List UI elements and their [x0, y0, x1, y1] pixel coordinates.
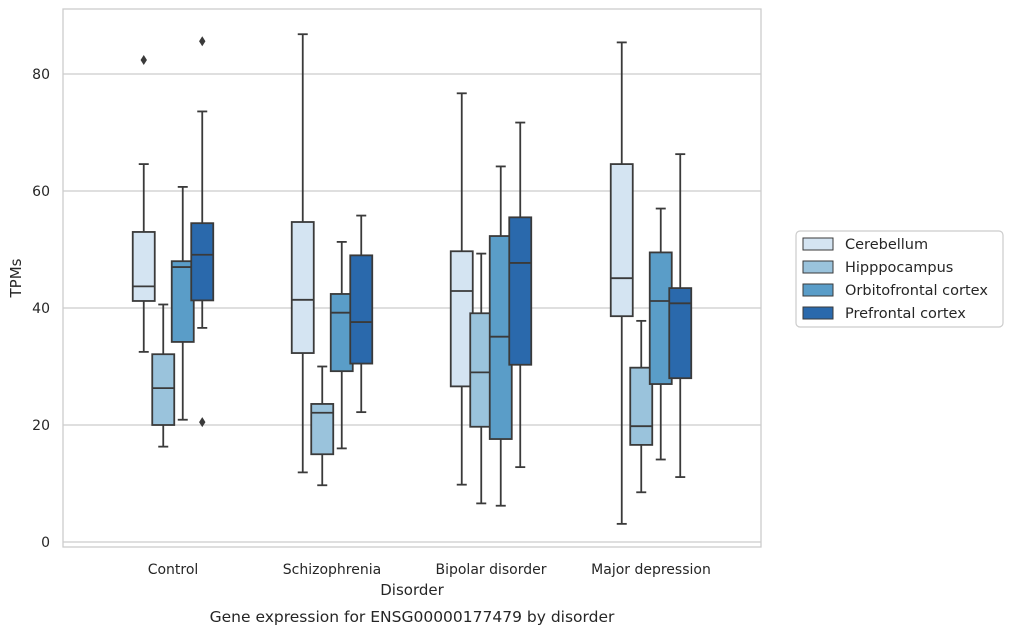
y-tick-label-80: 80 [32, 67, 50, 83]
box-body [508, 216, 533, 366]
legend: Cerebellum Hipppocampus Orbitofrontal cort… [795, 230, 1004, 328]
box-body [290, 221, 315, 354]
box-1-2 [469, 252, 494, 505]
box-body [668, 287, 693, 380]
legend-swatch-2 [802, 283, 834, 297]
box-body [609, 163, 634, 318]
box-0-0 [131, 54, 156, 353]
legend-swatch-0 [802, 237, 834, 251]
x-axis-label: Disorder [380, 581, 444, 599]
box-body [349, 254, 374, 365]
legend-swatch-3 [802, 306, 834, 320]
box-body [310, 403, 335, 456]
plot-area [131, 33, 693, 525]
box-3-2 [508, 121, 533, 469]
x-tick-label-3: Major depression [591, 562, 711, 578]
y-tick-label-60: 60 [32, 184, 50, 200]
box-0-3 [609, 41, 634, 525]
box-body [190, 222, 215, 302]
x-tick-label-0: Control [148, 562, 199, 578]
x-tick-label-2: Bipolar disorder [435, 562, 546, 578]
box-2-2 [488, 165, 513, 507]
box-0-1 [290, 33, 315, 474]
box-body [151, 353, 176, 426]
y-tick-label-0: 0 [41, 535, 50, 551]
box-1-1 [310, 365, 335, 487]
legend-swatch-1 [802, 260, 834, 274]
box-3-0 [190, 36, 215, 428]
y-axis-label: TPMs [7, 258, 25, 298]
y-axis-ticks: 0 20 40 60 80 [32, 67, 50, 551]
legend-frame [795, 230, 1004, 328]
flier-point-0 [199, 36, 206, 47]
plot-frame [62, 8, 762, 548]
box-1-3 [629, 319, 654, 494]
box-2-1 [329, 240, 354, 450]
legend-entry-2: Orbitofrontal cortex [845, 283, 988, 299]
box-2-0 [170, 186, 195, 421]
legend-entry-3: Prefrontal cortex [845, 306, 966, 322]
y-tick-label-20: 20 [32, 418, 50, 434]
y-tick-label-40: 40 [32, 301, 50, 317]
box-body [170, 260, 195, 343]
flier-point-0 [140, 54, 147, 65]
x-tick-label-1: Schizophrenia [283, 562, 381, 578]
chart-caption: Gene expression for ENSG00000177479 by d… [210, 608, 615, 626]
box-3-1 [349, 214, 374, 414]
legend-entry-1: Hipppocampus [845, 260, 953, 276]
box-1-0 [151, 303, 176, 448]
legend-entry-0: Cerebellum [845, 237, 928, 253]
box-body [131, 231, 156, 302]
box-3-3 [668, 153, 693, 478]
box-2-3 [648, 207, 673, 461]
flier-point-1 [199, 417, 206, 428]
x-axis-ticks: Control Schizophrenia Bipolar disorder Majo… [148, 562, 711, 578]
